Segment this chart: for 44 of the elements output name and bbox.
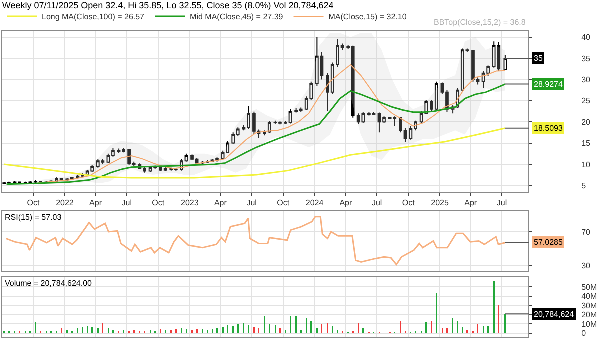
x-tick-label: 2023 <box>180 198 200 208</box>
y-tick-label: 15 <box>582 139 592 148</box>
x-tick-label: Apr <box>214 198 228 208</box>
x-tick-label: 2024 <box>306 198 324 208</box>
y-tick-label: 20 <box>582 118 592 127</box>
annotation: 20,784,624 <box>534 310 575 319</box>
x-tick-label: Oct <box>277 198 290 208</box>
chart-title: Weekly 07/11/2025 Open 32.4, Hi 35.85, Lo 32.55, Close 35 (8.0%) Vol 20,784,624 <box>2 0 334 10</box>
y-tick-label: 40 <box>582 33 592 42</box>
y-tick-label: 20M <box>582 310 598 320</box>
text: BBTop(Close,15,2) = 36.8 <box>434 18 526 27</box>
annotation: 57.0285 <box>534 238 564 247</box>
x-tick-label: Jul <box>496 198 508 208</box>
y-tick-label: 0 <box>582 329 587 338</box>
y-tick-label: 10M <box>582 320 598 329</box>
x-tick-label: Oct <box>402 198 416 208</box>
x-tick-label: Jul <box>372 198 382 208</box>
y-tick-label: 70 <box>582 228 592 237</box>
y-tick-label: 30 <box>582 261 592 270</box>
y-tick-label: 30M <box>582 301 598 310</box>
y-tick-label: 25 <box>582 96 592 106</box>
x-tick-label: Oct <box>152 198 166 208</box>
y-tick-label: 50M <box>582 282 598 292</box>
legend-label: Long MA(Close,100) = 26.57 <box>42 12 146 22</box>
legend-label: Mid MA(Close,45) = 27.39 <box>190 12 284 22</box>
y-tick-label: 10 <box>582 160 592 170</box>
y-tick-label: 5 <box>582 181 587 190</box>
x-tick-label: 2025 <box>431 198 450 208</box>
chart-title: RSI(15) = 57.03 <box>5 213 62 222</box>
y-tick-label: 35 <box>582 54 592 64</box>
x-tick-label: Apr <box>90 198 102 208</box>
annotation: 28.9274 <box>534 80 564 89</box>
chart-title: Volume = 20,784,624.00 <box>5 279 93 288</box>
annotation: 18.5093 <box>534 124 564 133</box>
y-tick-label: 40M <box>582 292 598 302</box>
y-tick-label: 30 <box>582 76 592 85</box>
x-tick-label: Apr <box>464 198 478 208</box>
x-tick-label: Jul <box>122 198 132 208</box>
x-tick-label: Jul <box>246 198 258 208</box>
legend-label: MA(Close,15) = 32.10 <box>328 12 408 22</box>
annotation: 35 <box>534 54 544 63</box>
x-tick-label: Oct <box>27 198 40 208</box>
x-tick-label: 2022 <box>56 198 74 208</box>
x-tick-label: Apr <box>340 198 352 208</box>
